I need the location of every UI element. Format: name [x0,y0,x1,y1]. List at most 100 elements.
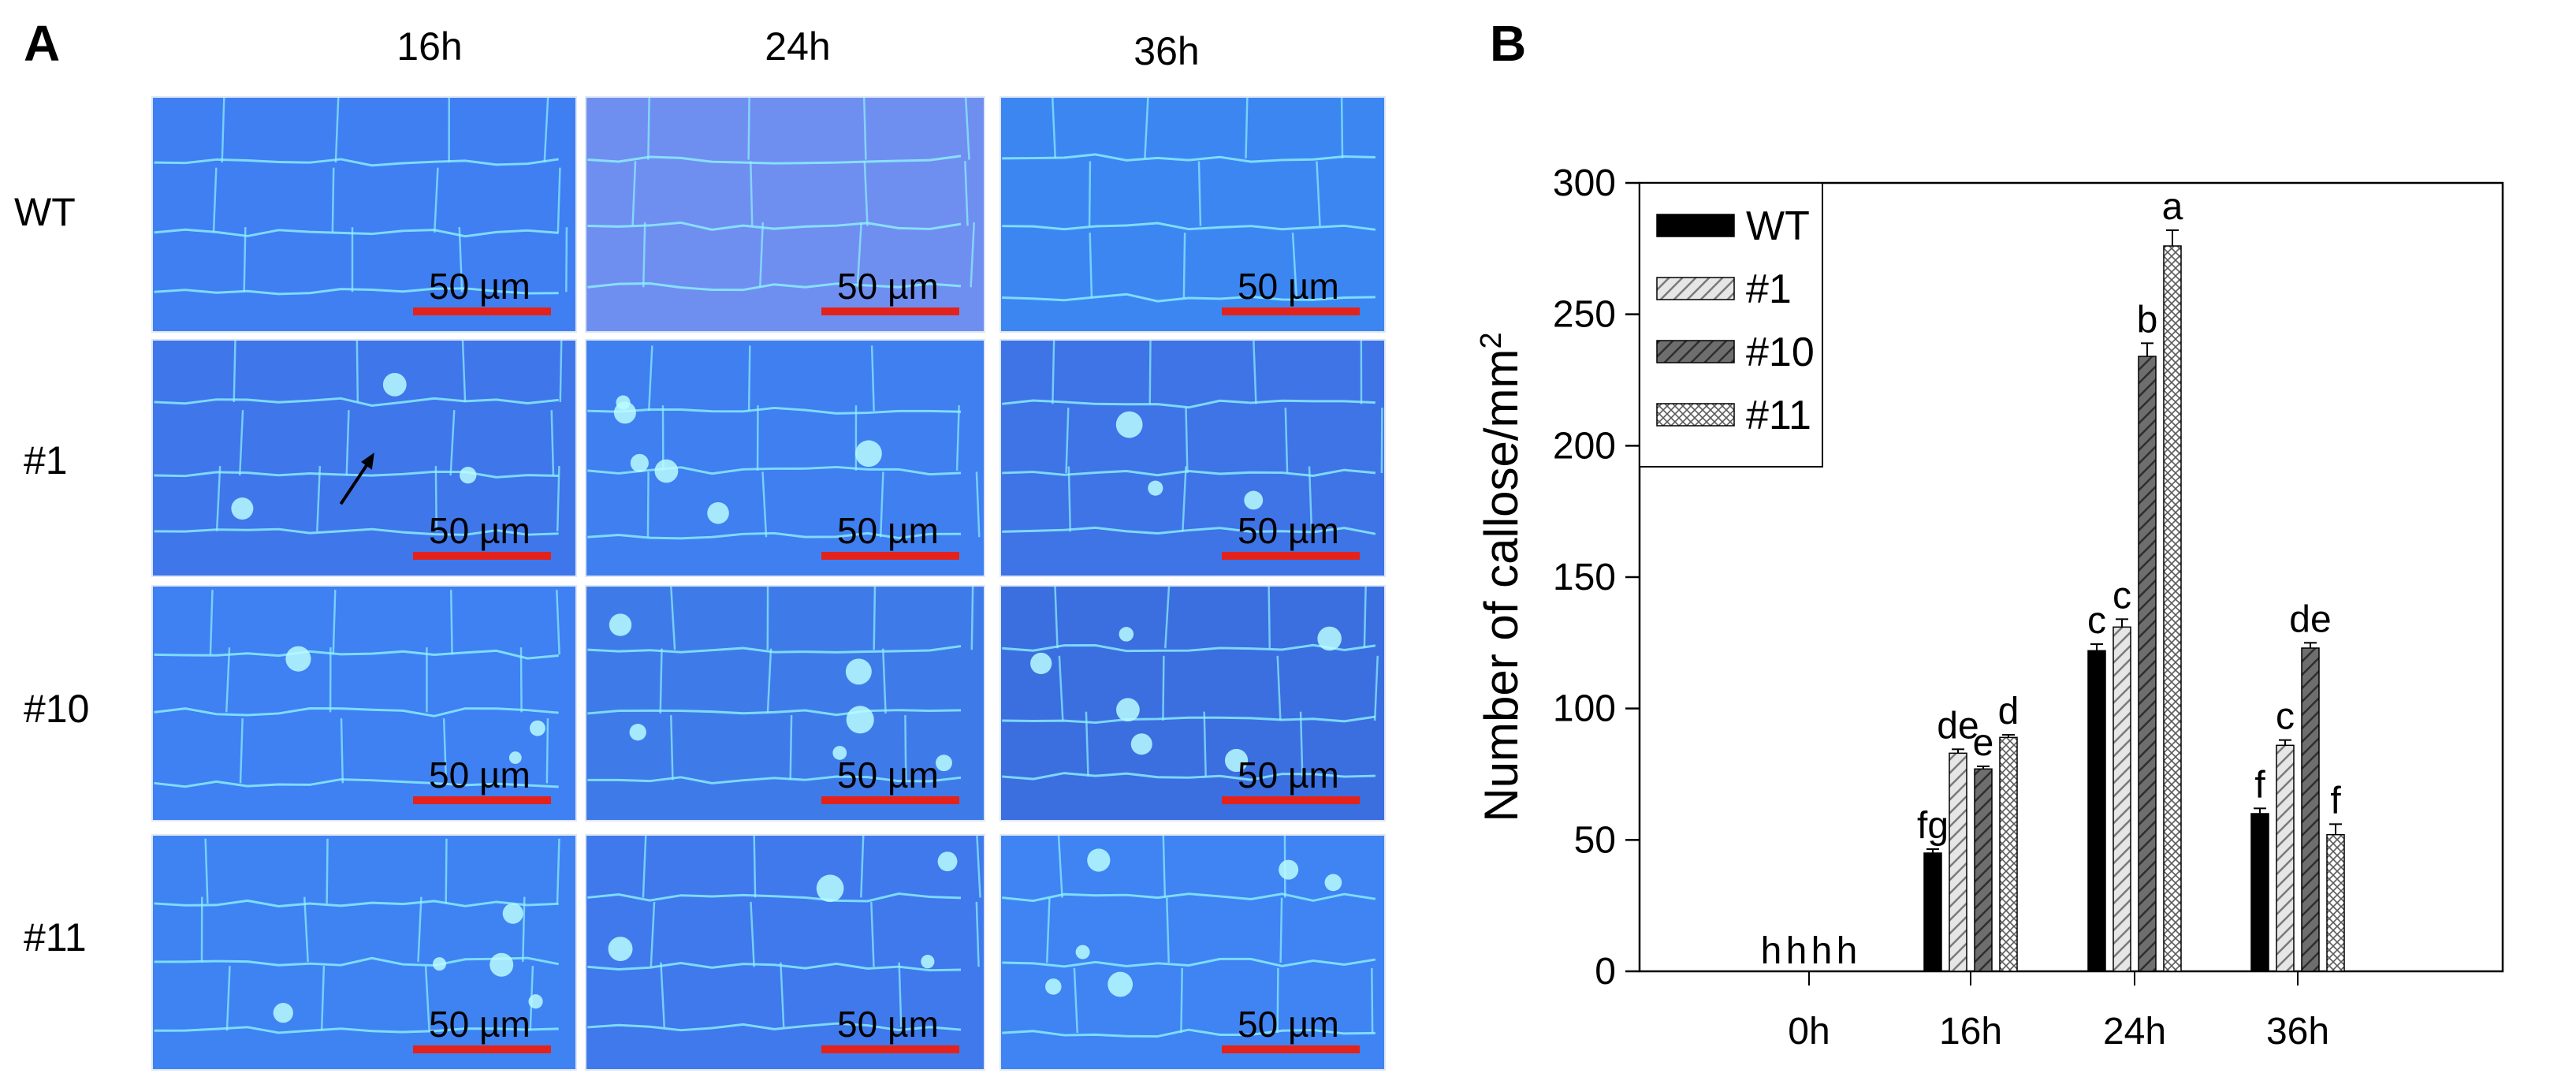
cell-walls [587,587,974,784]
significance-letter: h [1811,930,1833,972]
callose-spot [846,706,874,734]
callose-spot [1224,748,1249,773]
callose-bar-chart: 0 50 100 150 200 250 300 Number of callose/mm2 0… [1475,162,2504,1053]
y-tick-label: 100 [1553,688,1616,730]
cell-walls [587,836,981,1032]
bar-wt-16h [1923,852,1942,972]
cell-walls [1002,836,1376,1038]
scale-bar-label: 50 µm [1238,266,1339,307]
scale-bar-label: 50 µm [1238,1004,1339,1045]
significance-letter: c [2276,696,2295,738]
scale-bar-label: 50 µm [1238,510,1339,551]
callose-spot [630,453,649,472]
scale-bar-label: 50 µm [837,266,939,307]
scale-bar [413,1045,551,1053]
callose-spot [1119,627,1134,642]
significance-letter: e [1973,722,1994,764]
micrograph-line-10-36h: 50 µm [1000,585,1386,822]
significance-letter: fg [1917,805,1949,847]
significance-letter: d [1998,691,2019,732]
column-label-16h: 16h [396,24,463,69]
significance-letter: f [2254,764,2265,806]
callose-spot [1045,978,1062,995]
cell-walls [154,341,563,536]
callose-spot [1324,874,1342,892]
micrograph-line-1-16h: 50 µm [151,339,577,577]
bar-line-10-24h [2138,356,2157,972]
x-tick-label: 16h [1939,1011,2002,1053]
scale-bar [821,307,959,315]
y-axis-label: Number of callose/mm2 [1475,332,1528,822]
y-tick-label: 250 [1553,294,1616,336]
bar-line-11-36h [2326,833,2345,972]
bar-line-1-24h [2113,626,2131,972]
callose-spot [1075,945,1090,959]
bar-wt-36h [2250,813,2269,972]
column-label-24h: 24h [765,24,831,69]
callose-spot [1279,859,1299,880]
callose-spot [921,955,935,969]
scale-bar [821,552,959,560]
scale-bar-label: 50 µm [429,1004,530,1045]
callose-spot [502,903,523,924]
callose-spot [382,372,407,397]
legend-label: #1 [1746,266,1792,312]
scale-bar [1222,796,1360,804]
cell-walls [1002,341,1383,535]
scale-bar [413,796,551,804]
scale-bar [821,1045,959,1053]
micrograph-line-1-36h: 50 µm [1000,339,1386,577]
bar-line-11-24h [2163,245,2182,972]
callose-spot [1030,652,1052,675]
cell-walls [154,589,560,788]
micrograph-line-11-16h: 50 µm [151,834,577,1071]
callose-spot [1087,848,1111,872]
bar-line-1-36h [2276,744,2295,972]
bar-line-10-16h [1974,768,1993,972]
y-tick-label: 50 [1574,819,1616,861]
row-label-10: #10 [24,687,90,731]
legend-swatch [1656,277,1735,300]
bar-line-11-16h [1999,736,2018,972]
callose-spot [273,1003,293,1023]
cell-walls [1002,98,1376,303]
row-label-1: #1 [24,438,68,483]
callose-spot [654,459,679,483]
callose-spot [609,613,632,636]
callose-spot [936,755,952,772]
significance-letter: f [2330,780,2341,822]
x-tick-label: 0h [1788,1011,1830,1053]
scale-bar-label: 50 µm [429,510,530,551]
micrograph-line-11-36h: 50 µm [1000,834,1386,1071]
callose-spot [616,395,631,410]
callose-spot [508,751,522,764]
callose-spot [1244,490,1264,510]
y-tick-label: 300 [1553,162,1616,204]
y-tick-label: 150 [1553,557,1616,598]
micrograph-line-10-24h: 50 µm [585,585,985,822]
scale-bar [821,796,959,804]
callose-spot [832,746,847,760]
scale-bar-label: 50 µm [837,510,939,551]
significance-letter: h [1786,930,1807,972]
callose-spot [629,724,646,741]
bar-line-10-36h [2301,647,2320,972]
legend-swatch [1656,340,1735,363]
micrograph-wt-36h: 50 µm [1000,96,1386,333]
callose-spot [1148,480,1163,496]
cell-walls [154,98,568,296]
bar-wt-24h [2087,650,2106,972]
micrograph-line-1-24h: 50 µm [585,339,985,577]
micrograph-wt-16h: 50 µm [151,96,577,333]
callose-spot [1317,626,1342,651]
callose-spot [231,497,254,520]
callose-spot [1107,971,1134,997]
x-tick-label: 24h [2103,1011,2166,1053]
bar-line-1-16h [1949,752,1967,972]
legend-label: #10 [1746,330,1815,375]
callose-spot [433,957,446,971]
legend-swatch [1656,403,1735,427]
row-label-11: #11 [24,915,87,959]
callose-spot [707,501,729,524]
legend-label: WT [1746,203,1810,249]
